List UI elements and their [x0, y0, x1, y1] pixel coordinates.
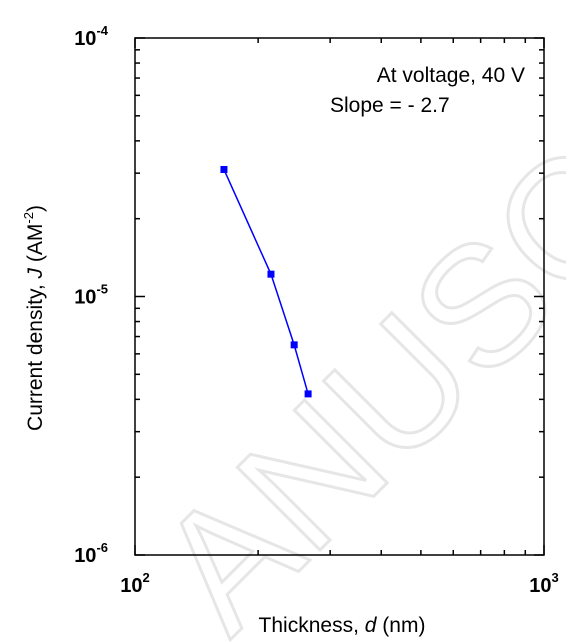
series-layer — [220, 165, 312, 398]
data-point — [220, 165, 228, 173]
series-line — [223, 169, 309, 395]
y-axis-label: Current density, J (AM-2) — [21, 205, 47, 431]
data-point — [290, 341, 298, 349]
x-axis-label: Thickness, d (nm) — [259, 614, 426, 637]
watermark: ANUSC — [122, 111, 566, 643]
x-tick-label: 102 — [120, 570, 149, 597]
tick-labels: 102 103 10-6 10-5 10-4 — [74, 23, 559, 597]
y-tick-label: 10-4 — [74, 23, 109, 50]
y-tick-label: 10-5 — [74, 282, 108, 309]
annotation-slope: Slope = - 2.7 — [330, 94, 450, 117]
data-point — [267, 270, 275, 278]
data-point — [304, 390, 312, 398]
x-tick-label: 103 — [529, 570, 558, 597]
annotation-voltage: At voltage, 40 V — [377, 64, 525, 87]
y-tick-label: 10-6 — [74, 540, 108, 567]
axis-ticks — [134, 37, 545, 556]
